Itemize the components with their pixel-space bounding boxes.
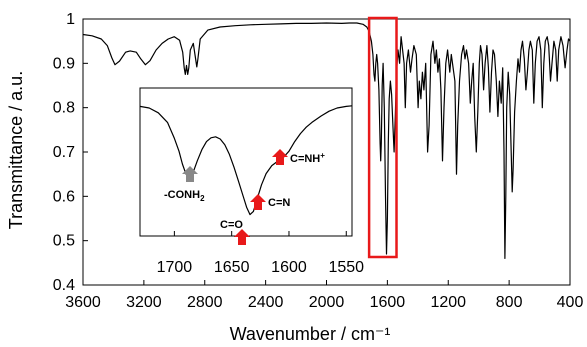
cnh-arrow: [272, 149, 288, 165]
inset-x-tick-label: 1600: [271, 259, 307, 276]
y-tick-label: 1: [66, 11, 75, 28]
y-tick-label: 0.6: [53, 188, 75, 205]
x-tick-label: 2000: [309, 294, 345, 311]
y-tick-label: 0.9: [53, 55, 75, 72]
inset-plot: 1700 1650 1600 1550 -CONH2 C=O C=N C=NH+: [139, 87, 364, 276]
cnh-label: C=NH+: [290, 151, 325, 165]
x-axis-title: Wavenumber / cm⁻¹: [230, 324, 391, 344]
y-tick-label: 0.4: [53, 277, 75, 294]
x-tick-label: 2400: [248, 294, 284, 311]
y-tick-label: 0.5: [53, 233, 75, 250]
co-arrow: [234, 229, 250, 245]
x-tick-label: 3200: [126, 294, 162, 311]
y-tick-label: 0.7: [53, 144, 75, 161]
inset-spectrum-line: [139, 105, 353, 216]
x-tick-label: 1200: [430, 294, 466, 311]
main-plot: [82, 16, 571, 259]
conh2-arrow: [182, 166, 198, 182]
x-tick-label: 400: [557, 294, 584, 311]
inset-x-tick-label: 1650: [214, 259, 250, 276]
x-tick-label: 1600: [370, 294, 406, 311]
x-tick-label: 3600: [65, 294, 101, 311]
inset-x-tick-label: 1550: [328, 259, 364, 276]
y-tick-label: 0.8: [53, 100, 75, 117]
inset-x-tick-label: 1700: [157, 259, 193, 276]
cn-arrow: [250, 194, 266, 210]
x-tick-label: 2800: [187, 294, 223, 311]
cn-label: C=N: [268, 197, 290, 209]
highlight-box: [367, 16, 398, 259]
inset-frame: [139, 87, 353, 237]
main-axes: 0.4 0.5 0.6 0.7 0.8 0.9 1 3600 3200 2800 2400 2000 1…: [53, 11, 584, 311]
y-axis-title: Transmittance / a.u.: [6, 71, 26, 229]
x-tick-label: 800: [496, 294, 523, 311]
spectrum-line: [82, 22, 571, 259]
conh2-label: -CONH2: [164, 189, 205, 203]
co-label: C=O: [220, 219, 243, 231]
